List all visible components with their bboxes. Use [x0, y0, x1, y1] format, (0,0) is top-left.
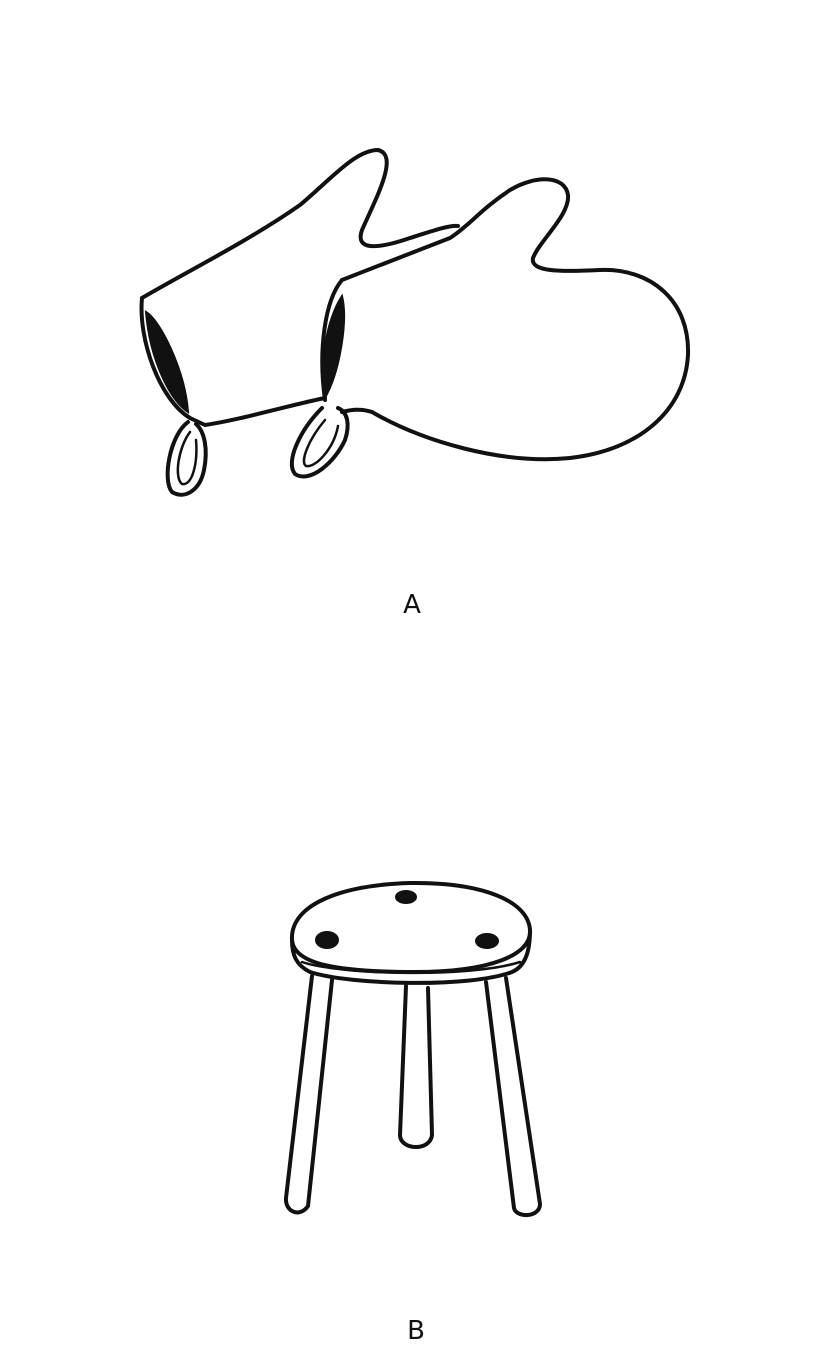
three-legged-stool-icon	[284, 880, 542, 1217]
left-mitt	[139, 148, 460, 497]
stool-dot-left	[315, 931, 339, 949]
stool-dot-top	[395, 890, 417, 904]
stool-seat	[289, 880, 533, 985]
stool-legs	[284, 974, 542, 1217]
panel-a-label: A	[403, 590, 421, 620]
right-mitt	[289, 177, 691, 479]
panel-b-label: B	[407, 1316, 425, 1346]
oven-mitts-icon	[139, 148, 691, 497]
stool-dot-right	[475, 933, 499, 949]
